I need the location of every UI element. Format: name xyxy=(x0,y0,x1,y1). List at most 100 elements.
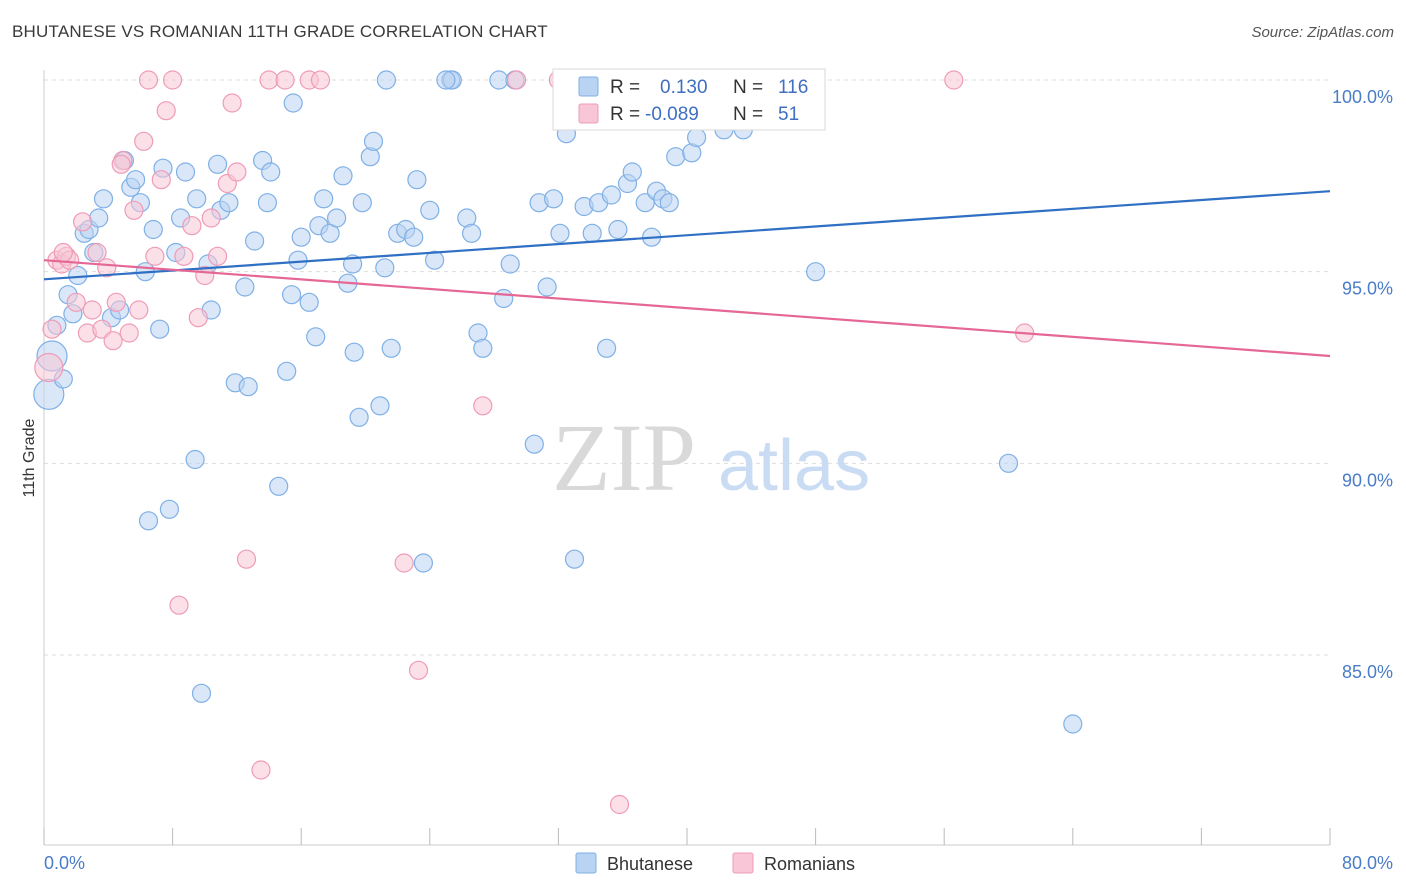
bhutanese-point-66 xyxy=(420,200,440,220)
y-axis-label: 11th Grade xyxy=(21,418,38,497)
legend-n-label-1: N = xyxy=(733,77,763,98)
bhutanese-point-97 xyxy=(666,147,686,167)
bhutanese-point-71 xyxy=(462,223,482,243)
y-tick-label-90: 90.0% xyxy=(1342,470,1393,490)
bhutanese-point-113 xyxy=(376,70,396,90)
bhutanese-point-60 xyxy=(381,338,401,358)
romanian-point-19 xyxy=(134,131,154,151)
bhutanese-point-96 xyxy=(659,193,679,213)
bhutanese-point-59 xyxy=(375,258,395,278)
legend-n-value-1: 116 xyxy=(778,77,808,98)
bhutanese-trend-line xyxy=(43,190,1331,281)
bhutanese-point-24 xyxy=(175,162,196,182)
bhutanese-point-114 xyxy=(436,70,456,90)
bhutanese-points xyxy=(33,70,1083,734)
trend-lines xyxy=(43,190,1331,358)
x-tick-label-max: 80.0% xyxy=(1342,853,1393,873)
bhutanese-point-25 xyxy=(187,189,207,209)
romanian-point-14 xyxy=(106,292,126,312)
romanian-point-49 xyxy=(111,154,131,174)
bhutanese-point-106 xyxy=(805,262,826,282)
romanian-point-26 xyxy=(174,246,194,266)
romanian-point-37 xyxy=(259,70,279,90)
bhutanese-point-38 xyxy=(269,476,289,496)
bhutanese-point-39 xyxy=(277,361,297,381)
romanian-point-7 xyxy=(72,212,93,232)
romanian-point-16 xyxy=(119,323,139,343)
bhutanese-point-79 xyxy=(537,277,557,297)
bhutanese-point-36 xyxy=(257,193,277,213)
bhutanese-point-109 xyxy=(185,449,205,470)
bhutanese-point-20 xyxy=(150,319,170,339)
series-legend-bhutanese: Bhutanese xyxy=(607,854,693,874)
romanian-point-20 xyxy=(138,70,159,90)
bhutanese-point-67 xyxy=(425,250,445,270)
legend-n-label-2: N = xyxy=(733,104,763,125)
romanian-point-10 xyxy=(87,242,107,263)
legend-r-label-1: R = xyxy=(610,77,640,98)
bhutanese-point-30 xyxy=(219,193,239,213)
bhutanese-point-65 xyxy=(413,553,433,573)
bhutanese-point-44 xyxy=(299,292,319,312)
bhutanese-point-53 xyxy=(344,342,364,362)
bhutanese-point-43 xyxy=(291,227,311,247)
bhutanese-point-74 xyxy=(489,70,509,90)
bhutanese-point-16 xyxy=(126,170,146,190)
bhutanese-point-83 xyxy=(564,549,585,569)
chart-title: BHUTANESE VS ROMANIAN 11TH GRADE CORRELA… xyxy=(12,22,548,41)
romanian-point-38 xyxy=(275,70,295,90)
bhutanese-point-57 xyxy=(363,131,384,151)
series-legend-swatch-bhutanese xyxy=(575,852,597,874)
romanian-point-17 xyxy=(124,200,144,220)
romanian-point-13 xyxy=(103,331,123,351)
series-legend-romanians: Romanians xyxy=(764,854,855,874)
watermark-atlas: atlas xyxy=(718,426,870,506)
y-tick-label-95: 95.0% xyxy=(1342,279,1393,299)
bhutanese-point-111 xyxy=(159,499,179,519)
romanian-point-1 xyxy=(42,319,62,339)
bhutanese-point-45 xyxy=(306,327,326,347)
bhutanese-point-73 xyxy=(473,338,493,358)
bhutanese-point-58 xyxy=(370,396,390,416)
bhutanese-point-11 xyxy=(93,189,114,209)
romanian-point-47 xyxy=(944,70,964,90)
legend-swatch-pink xyxy=(578,103,599,124)
romanian-point-33 xyxy=(222,93,242,113)
romanian-point-30 xyxy=(201,208,221,228)
legend-n-value-2: 51 xyxy=(778,104,799,125)
y-tick-label-100: 100.0% xyxy=(1332,87,1393,107)
stats-legend: R = 0.130 N = 116 R = -0.089 N = 51 xyxy=(552,68,826,131)
bhutanese-point-47 xyxy=(314,189,334,209)
bhutanese-point-80 xyxy=(543,189,564,209)
bhutanese-point-42 xyxy=(288,250,308,270)
bhutanese-point-108 xyxy=(1063,714,1083,734)
bhutanese-point-50 xyxy=(333,166,353,186)
bhutanese-point-32 xyxy=(235,277,255,297)
bhutanese-point-77 xyxy=(524,434,544,454)
x-ticks xyxy=(43,828,1331,845)
bhutanese-point-81 xyxy=(550,223,570,243)
bhutanese-point-56 xyxy=(360,147,380,167)
legend-r-label-2: R = xyxy=(610,104,640,125)
bhutanese-point-40 xyxy=(282,285,302,305)
romanian-point-18 xyxy=(129,300,149,320)
romanian-trend-line xyxy=(43,259,1331,358)
bhutanese-point-91 xyxy=(622,162,642,182)
bhutanese-point-99 xyxy=(686,127,707,148)
romanian-point-11 xyxy=(92,319,112,339)
bhutanese-point-55 xyxy=(352,193,372,213)
romanian-point-22 xyxy=(151,170,171,190)
romanian-point-23 xyxy=(156,101,176,121)
bhutanese-point-37 xyxy=(261,162,281,182)
bhutanese-point-28 xyxy=(208,154,228,174)
legend-r-value-1: 0.130 xyxy=(660,77,708,98)
romanian-point-41 xyxy=(394,553,414,573)
romanian-point-12 xyxy=(97,258,117,278)
series-legend-swatch-romanians xyxy=(732,852,754,874)
romanian-point-27 xyxy=(182,216,202,236)
romanian-point-24 xyxy=(163,70,183,90)
source-label: Source: ZipAtlas.com xyxy=(1251,24,1394,41)
bhutanese-point-63 xyxy=(404,227,424,247)
bhutanese-point-49 xyxy=(327,208,347,228)
